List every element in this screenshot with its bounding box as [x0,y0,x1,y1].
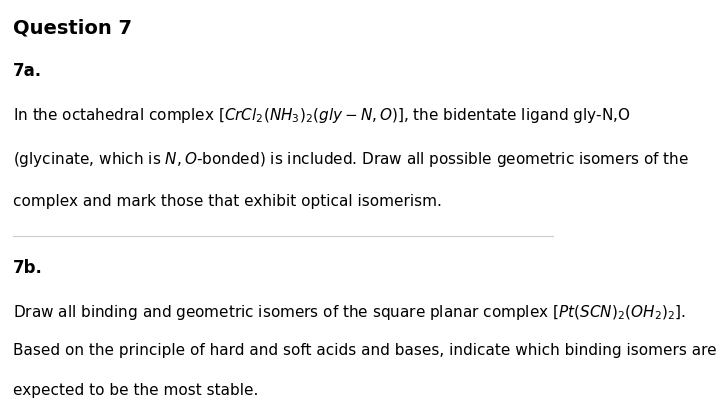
Text: Based on the principle of hard and soft acids and bases, indicate which binding : Based on the principle of hard and soft … [12,343,716,358]
Text: (glycinate, which is $N,O$-bonded) is included. Draw all possible geometric isom: (glycinate, which is $N,O$-bonded) is in… [12,150,688,169]
Text: complex and mark those that exhibit optical isomerism.: complex and mark those that exhibit opti… [12,194,441,209]
Text: Draw all binding and geometric isomers of the square planar complex $[Pt(SCN)_2(: Draw all binding and geometric isomers o… [12,303,685,322]
Text: 7b.: 7b. [12,259,42,277]
Text: In the octahedral complex $[CrCl_2(NH_3)_2(gly-N,O)]$, the bidentate ligand gly-: In the octahedral complex $[CrCl_2(NH_3)… [12,106,630,125]
Text: Question 7: Question 7 [12,19,132,38]
Text: 7a.: 7a. [12,62,42,80]
Text: expected to be the most stable.: expected to be the most stable. [12,383,258,398]
